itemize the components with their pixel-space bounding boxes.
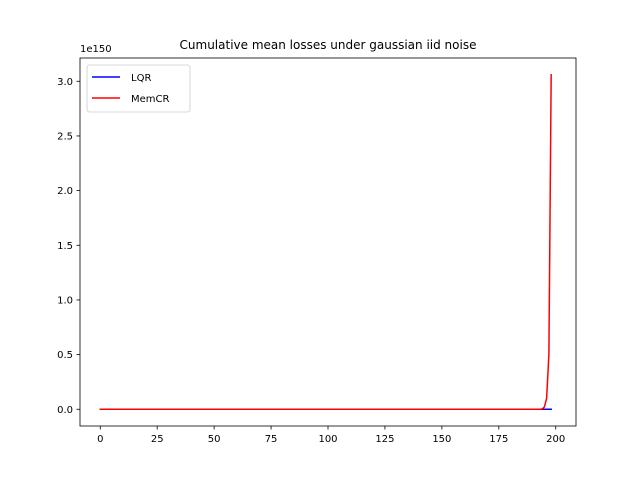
x-tick-label: 0 bbox=[97, 434, 103, 445]
x-tick-label: 50 bbox=[208, 434, 221, 445]
x-tick-label: 100 bbox=[318, 434, 337, 445]
x-tick-label: 175 bbox=[489, 434, 508, 445]
chart-title: Cumulative mean losses under gaussian ii… bbox=[180, 38, 477, 52]
legend-label-lqr: LQR bbox=[131, 73, 151, 84]
axes-frame bbox=[79, 57, 577, 427]
y-tick-label: 2.5 bbox=[57, 131, 73, 142]
x-tick-label: 150 bbox=[432, 434, 451, 445]
y-tick-label: 1.5 bbox=[57, 241, 73, 252]
x-tick-label: 75 bbox=[265, 434, 278, 445]
x-tick-label: 125 bbox=[375, 434, 394, 445]
y-tick-label: 0.5 bbox=[57, 350, 73, 361]
y-offset-label: 1e150 bbox=[80, 44, 112, 55]
x-tick-label: 25 bbox=[151, 434, 164, 445]
y-tick-label: 3.0 bbox=[57, 77, 73, 88]
y-tick-label: 1.0 bbox=[57, 295, 73, 306]
y-tick-label: 2.0 bbox=[57, 186, 73, 197]
series-line-memcr bbox=[99, 73, 552, 411]
plot-area: 0 25 50 75 100 125 150 175 200 0.0 0.5 1.0 1.5 2.0 2.5… bbox=[57, 57, 577, 445]
legend-label-memcr: MemCR bbox=[131, 94, 170, 105]
y-tick-label: 0.0 bbox=[57, 405, 73, 416]
x-tick-label: 200 bbox=[546, 434, 565, 445]
